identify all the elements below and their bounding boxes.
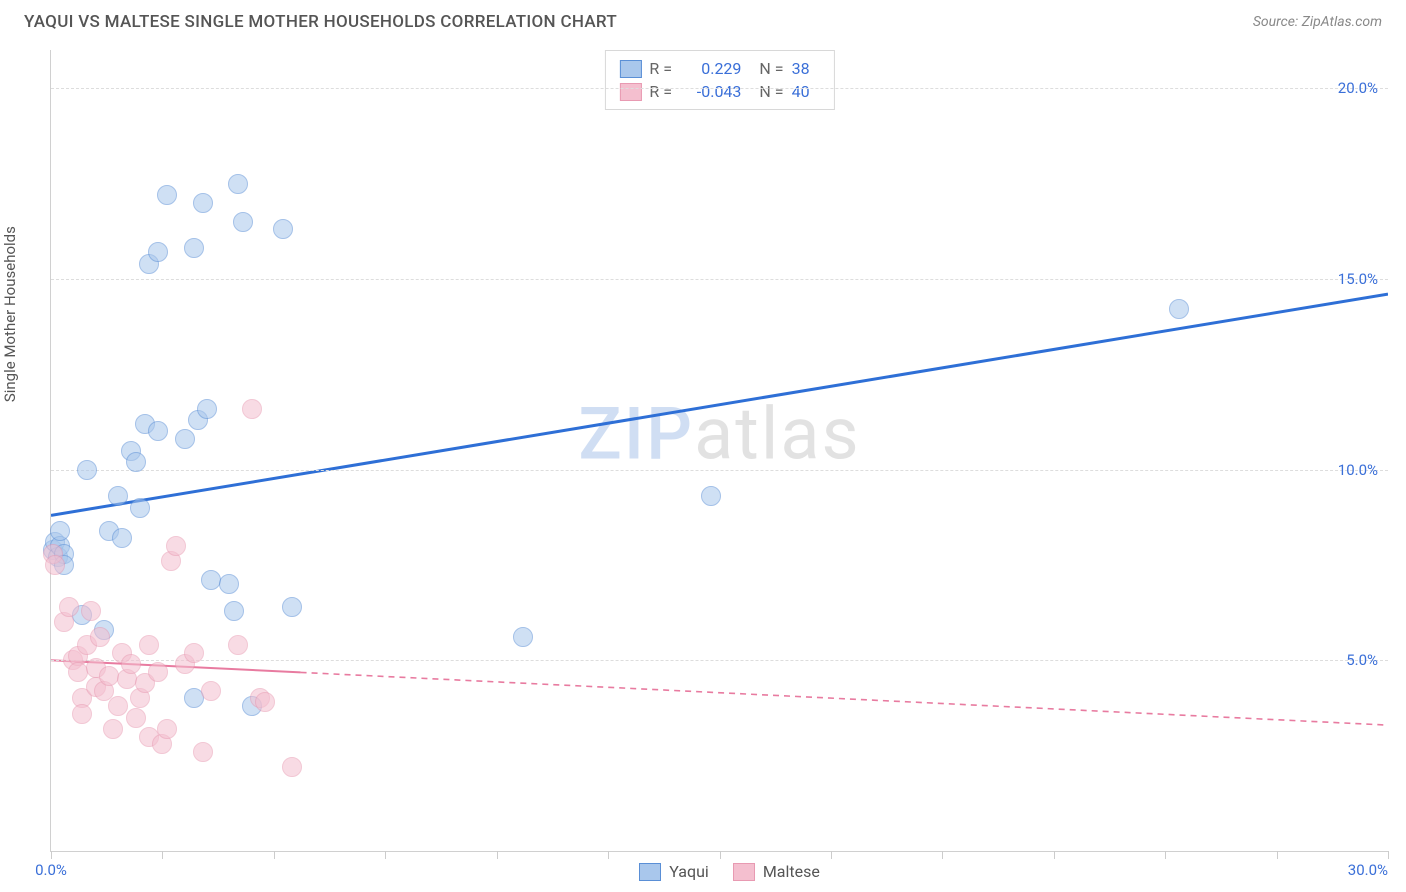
chart-title: YAQUI VS MALTESE SINGLE MOTHER HOUSEHOLD… xyxy=(24,12,617,32)
data-point xyxy=(513,627,533,647)
watermark: ZIPatlas xyxy=(578,392,860,477)
x-tick xyxy=(942,851,943,859)
legend-r-value: -0.043 xyxy=(685,82,741,101)
data-point xyxy=(157,719,177,739)
data-point xyxy=(282,597,302,617)
x-tick xyxy=(1277,851,1278,859)
series-legend-label: Maltese xyxy=(763,862,820,881)
data-point xyxy=(175,429,195,449)
data-point xyxy=(228,174,248,194)
x-tick xyxy=(831,851,832,859)
data-point xyxy=(201,570,221,590)
x-tick-label: 0.0% xyxy=(35,861,67,879)
data-point xyxy=(90,627,110,647)
data-point xyxy=(108,696,128,716)
series-legend-label: Yaqui xyxy=(669,862,709,881)
data-point xyxy=(201,681,221,701)
x-tick xyxy=(274,851,275,859)
data-point xyxy=(233,212,253,232)
data-point xyxy=(197,399,217,419)
data-point xyxy=(224,601,244,621)
data-point xyxy=(112,528,132,548)
data-point xyxy=(219,574,239,594)
data-point xyxy=(121,654,141,674)
x-tick xyxy=(162,851,163,859)
data-point xyxy=(273,219,293,239)
data-point xyxy=(130,498,150,518)
data-point xyxy=(81,601,101,621)
gridline xyxy=(51,279,1388,280)
legend-swatch xyxy=(619,83,641,101)
legend-n-label: N = xyxy=(759,82,783,101)
y-tick-label: 15.0% xyxy=(1338,270,1378,288)
data-point xyxy=(148,242,168,262)
x-tick xyxy=(385,851,386,859)
data-point xyxy=(255,692,275,712)
data-point xyxy=(148,662,168,682)
x-tick xyxy=(1054,851,1055,859)
data-point xyxy=(72,704,92,724)
legend-r-label: R = xyxy=(649,59,677,78)
correlation-legend: R = 0.229 N = 38 R = -0.043 N = 40 xyxy=(604,50,834,110)
legend-n-value: 38 xyxy=(792,59,820,78)
legend-r-value: 0.229 xyxy=(685,59,741,78)
x-tick xyxy=(720,851,721,859)
data-point xyxy=(126,708,146,728)
series-legend-item: Maltese xyxy=(733,862,820,881)
chart-source: Source: ZipAtlas.com xyxy=(1253,14,1382,30)
watermark-part-b: atlas xyxy=(694,392,861,477)
data-point xyxy=(242,399,262,419)
scatter-chart: ZIPatlas R =0.229N =38R =-0.043N =40 Yaq… xyxy=(50,50,1388,852)
data-point xyxy=(166,536,186,556)
data-point xyxy=(50,521,70,541)
series-legend: Yaqui Maltese xyxy=(639,862,820,881)
chart-header: YAQUI VS MALTESE SINGLE MOTHER HOUSEHOLD… xyxy=(0,0,1406,40)
x-tick xyxy=(497,851,498,859)
series-legend-item: Yaqui xyxy=(639,862,709,881)
legend-n-label: N = xyxy=(759,59,783,78)
gridline xyxy=(51,660,1388,661)
data-point xyxy=(99,666,119,686)
y-tick-label: 10.0% xyxy=(1338,461,1378,479)
data-point xyxy=(157,185,177,205)
x-tick-label: 30.0% xyxy=(1348,861,1388,879)
x-tick xyxy=(51,851,52,859)
legend-swatch xyxy=(619,60,641,78)
data-point xyxy=(139,635,159,655)
legend-swatch xyxy=(733,863,755,881)
data-point xyxy=(103,719,123,739)
correlation-legend-row: R = 0.229 N = 38 xyxy=(619,57,819,80)
data-point xyxy=(108,486,128,506)
x-tick xyxy=(1165,851,1166,859)
data-point xyxy=(68,662,88,682)
data-point xyxy=(126,452,146,472)
data-point xyxy=(228,635,248,655)
data-point xyxy=(45,555,65,575)
y-axis-label: Single Mother Households xyxy=(1,226,19,402)
data-point xyxy=(184,238,204,258)
legend-n-value: 40 xyxy=(792,82,820,101)
data-point xyxy=(193,742,213,762)
data-point xyxy=(148,421,168,441)
data-point xyxy=(193,193,213,213)
y-tick-label: 5.0% xyxy=(1346,651,1378,669)
legend-r-label: R = xyxy=(649,82,677,101)
x-tick xyxy=(1388,851,1389,859)
data-point xyxy=(59,597,79,617)
y-tick-label: 20.0% xyxy=(1338,79,1378,97)
data-point xyxy=(1169,299,1189,319)
gridline xyxy=(51,88,1388,89)
trend-lines-svg xyxy=(51,50,1388,851)
gridline xyxy=(51,470,1388,471)
x-tick xyxy=(608,851,609,859)
watermark-part-a: ZIP xyxy=(578,392,694,477)
legend-swatch xyxy=(639,863,661,881)
data-point xyxy=(701,486,721,506)
data-point xyxy=(77,460,97,480)
data-point xyxy=(282,757,302,777)
data-point xyxy=(184,643,204,663)
correlation-legend-row: R = -0.043 N = 40 xyxy=(619,80,819,103)
